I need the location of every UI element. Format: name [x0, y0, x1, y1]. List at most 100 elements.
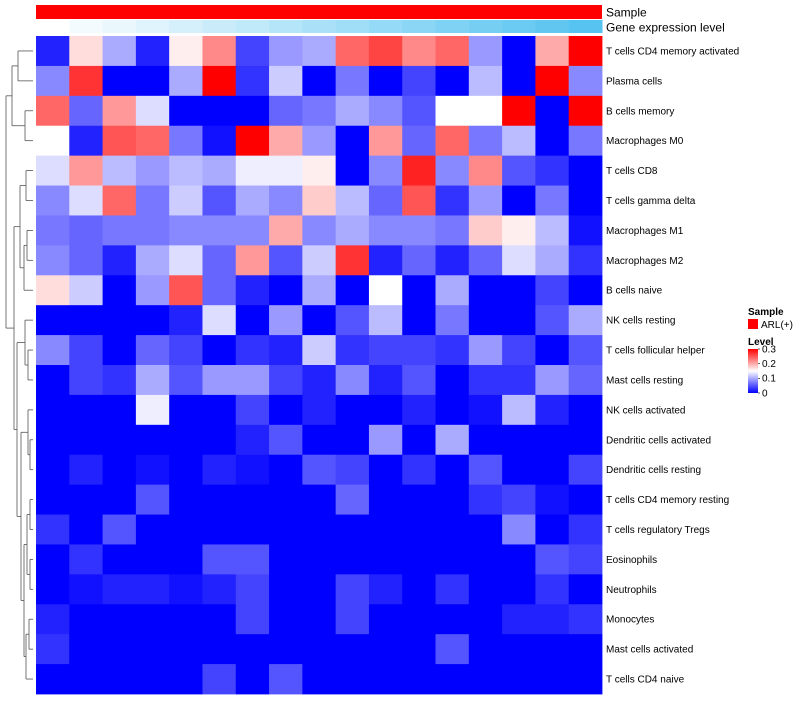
heatmap-cell: [368, 245, 403, 276]
heatmap-cell: [568, 335, 603, 366]
heatmap-cell: [535, 394, 570, 426]
heatmap-cell: [535, 65, 570, 97]
legend-tick-label: 0.2: [762, 359, 776, 370]
heatmap-cell: [335, 454, 370, 486]
annotation-label-expression: Gene expression level: [606, 21, 725, 35]
heatmap-cell: [435, 335, 470, 366]
heatmap-cell: [169, 544, 203, 575]
heatmap-cell: [368, 514, 403, 545]
heatmap-cell: [102, 484, 137, 515]
heatmap-cell: [435, 245, 470, 276]
heatmap-cell: [402, 664, 436, 695]
heatmap-cell: [335, 365, 370, 396]
heatmap-cell: [202, 36, 237, 67]
heatmap-cell: [169, 155, 203, 186]
heatmap-cell: [202, 185, 237, 216]
row-label: B cells memory: [606, 106, 674, 117]
heatmap-cell: [269, 514, 303, 545]
heatmap-cell: [69, 275, 103, 306]
heatmap-cell: [69, 305, 103, 336]
heatmap-cell: [269, 36, 303, 67]
heatmap-cell: [468, 514, 503, 545]
annotation-label-sample: Sample: [606, 6, 647, 20]
heatmap-cell: [269, 185, 303, 216]
heatmap-cell: [568, 65, 603, 97]
heatmap-cell: [235, 155, 270, 186]
heatmap-cell: [502, 365, 536, 396]
heatmap-cell: [335, 245, 370, 276]
row-dendrogram: [5, 50, 33, 680]
heatmap-cell: [169, 484, 203, 515]
heatmap-cell: [335, 664, 370, 695]
heatmap-cell: [36, 365, 70, 396]
heatmap-cell: [468, 574, 503, 605]
heatmap-cell: [568, 155, 603, 186]
heatmap-cell: [568, 634, 603, 665]
heatmap-cell: [368, 604, 403, 635]
heatmap-cell: [69, 454, 103, 486]
heatmap-cell: [269, 155, 303, 186]
heatmap-cell: [435, 275, 470, 306]
heatmap-cell: [235, 125, 270, 157]
heatmap-cells: [36, 36, 603, 695]
heatmap-cell: [435, 574, 470, 605]
heatmap-cell: [69, 125, 103, 157]
heatmap-cell: [269, 305, 303, 336]
heatmap-cell: [235, 335, 270, 366]
heatmap-cell: [335, 305, 370, 336]
heatmap-cell: [69, 245, 103, 276]
heatmap-cell: [568, 125, 603, 157]
heatmap-cell: [202, 394, 237, 426]
heatmap-cell: [135, 215, 170, 246]
heatmap-cell: [69, 544, 103, 575]
heatmap-cell: [36, 394, 70, 426]
heatmap-cell: [135, 125, 170, 157]
heatmap-cell: [368, 394, 403, 426]
row-label: Dendritic cells resting: [606, 465, 701, 476]
heatmap-cell: [402, 305, 436, 336]
heatmap-cell: [435, 424, 470, 456]
expression-annotation-cell: [468, 20, 503, 33]
heatmap-cell: [135, 36, 170, 67]
heatmap-cell: [335, 125, 370, 157]
heatmap-cell: [368, 424, 403, 456]
heatmap-cell: [102, 424, 137, 456]
heatmap-cell: [135, 664, 170, 695]
heatmap-cell: [335, 394, 370, 426]
heatmap-cell: [335, 185, 370, 216]
heatmap-cell: [102, 335, 137, 366]
legend-level-ticks: 0.3 0.2 0.1 0: [758, 344, 776, 399]
heatmap-cell: [568, 95, 603, 127]
heatmap-cell: [302, 664, 337, 695]
heatmap-cell: [169, 65, 203, 97]
heatmap-cell: [402, 424, 436, 456]
heatmap-cell: [135, 394, 170, 426]
heatmap-cell: [135, 185, 170, 216]
heatmap-cell: [302, 454, 337, 486]
heatmap-cell: [169, 275, 203, 306]
heatmap-cell: [102, 275, 137, 306]
heatmap-cell: [402, 95, 436, 127]
heatmap-cell: [502, 65, 536, 97]
heatmap-cell: [435, 634, 470, 665]
heatmap-cell: [235, 544, 270, 575]
heatmap-cell: [468, 185, 503, 216]
heatmap-cell: [169, 514, 203, 545]
heatmap-cell: [169, 454, 203, 486]
heatmap-cell: [69, 664, 103, 695]
heatmap-cell: [69, 574, 103, 605]
heatmap-cell: [135, 604, 170, 635]
heatmap-cell: [102, 36, 137, 67]
heatmap-cell: [36, 634, 70, 665]
heatmap-cell: [568, 574, 603, 605]
heatmap-cell: [302, 544, 337, 575]
expression-annotation-cell: [202, 20, 237, 33]
heatmap-cell: [568, 604, 603, 635]
heatmap-cell: [402, 275, 436, 306]
heatmap-cell: [202, 245, 237, 276]
expression-annotation-cell: [135, 20, 170, 33]
heatmap-cell: [36, 335, 70, 366]
heatmap-cell: [36, 215, 70, 246]
heatmap-cell: [169, 335, 203, 366]
heatmap-cell: [202, 604, 237, 635]
